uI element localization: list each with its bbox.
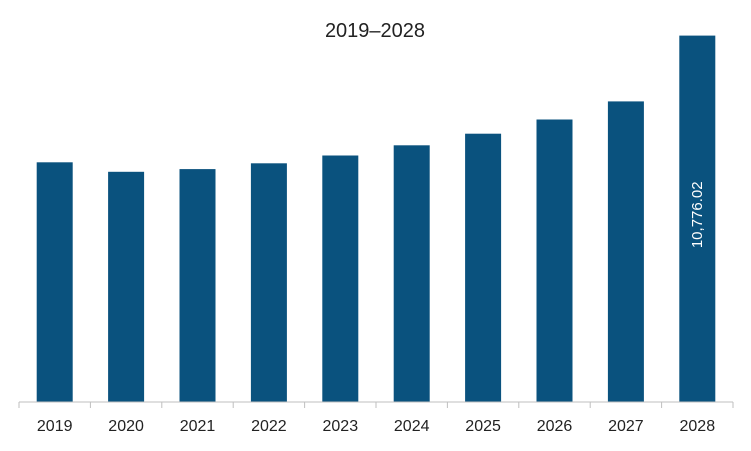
x-tick-label-2023: 2023 <box>323 418 359 435</box>
bar-2027 <box>607 101 644 403</box>
bars-group <box>36 35 716 403</box>
bar-2020 <box>108 171 145 402</box>
bar-2023 <box>322 155 359 402</box>
chart-title: 2019–2028 <box>325 20 425 42</box>
x-tick-label-2027: 2027 <box>608 418 644 435</box>
x-tick-label-2026: 2026 <box>537 418 573 435</box>
x-tick-labels-group: 2019 2020 2021 2022 2023 2024 2025 2026 2027 2028 <box>37 418 715 435</box>
x-tick-label-2022: 2022 <box>251 418 287 435</box>
bar-2026 <box>536 119 573 402</box>
x-ticks-group <box>18 402 734 408</box>
x-tick-label-2028: 2028 <box>680 418 716 435</box>
bar-2021 <box>179 169 216 402</box>
x-tick-label-2020: 2020 <box>108 418 144 435</box>
bar-2024 <box>393 145 430 403</box>
data-labels-group: 10,776.02 <box>689 181 706 248</box>
x-tick-label-2021: 2021 <box>180 418 216 435</box>
x-tick-label-2019: 2019 <box>37 418 73 435</box>
data-label-2028: 10,776.02 <box>689 181 706 248</box>
bar-2025 <box>465 133 502 402</box>
x-tick-label-2025: 2025 <box>465 418 501 435</box>
bar-2028 <box>679 35 716 402</box>
bar-2019 <box>36 162 73 402</box>
x-tick-label-2024: 2024 <box>394 418 430 435</box>
bar-2022 <box>250 163 287 402</box>
